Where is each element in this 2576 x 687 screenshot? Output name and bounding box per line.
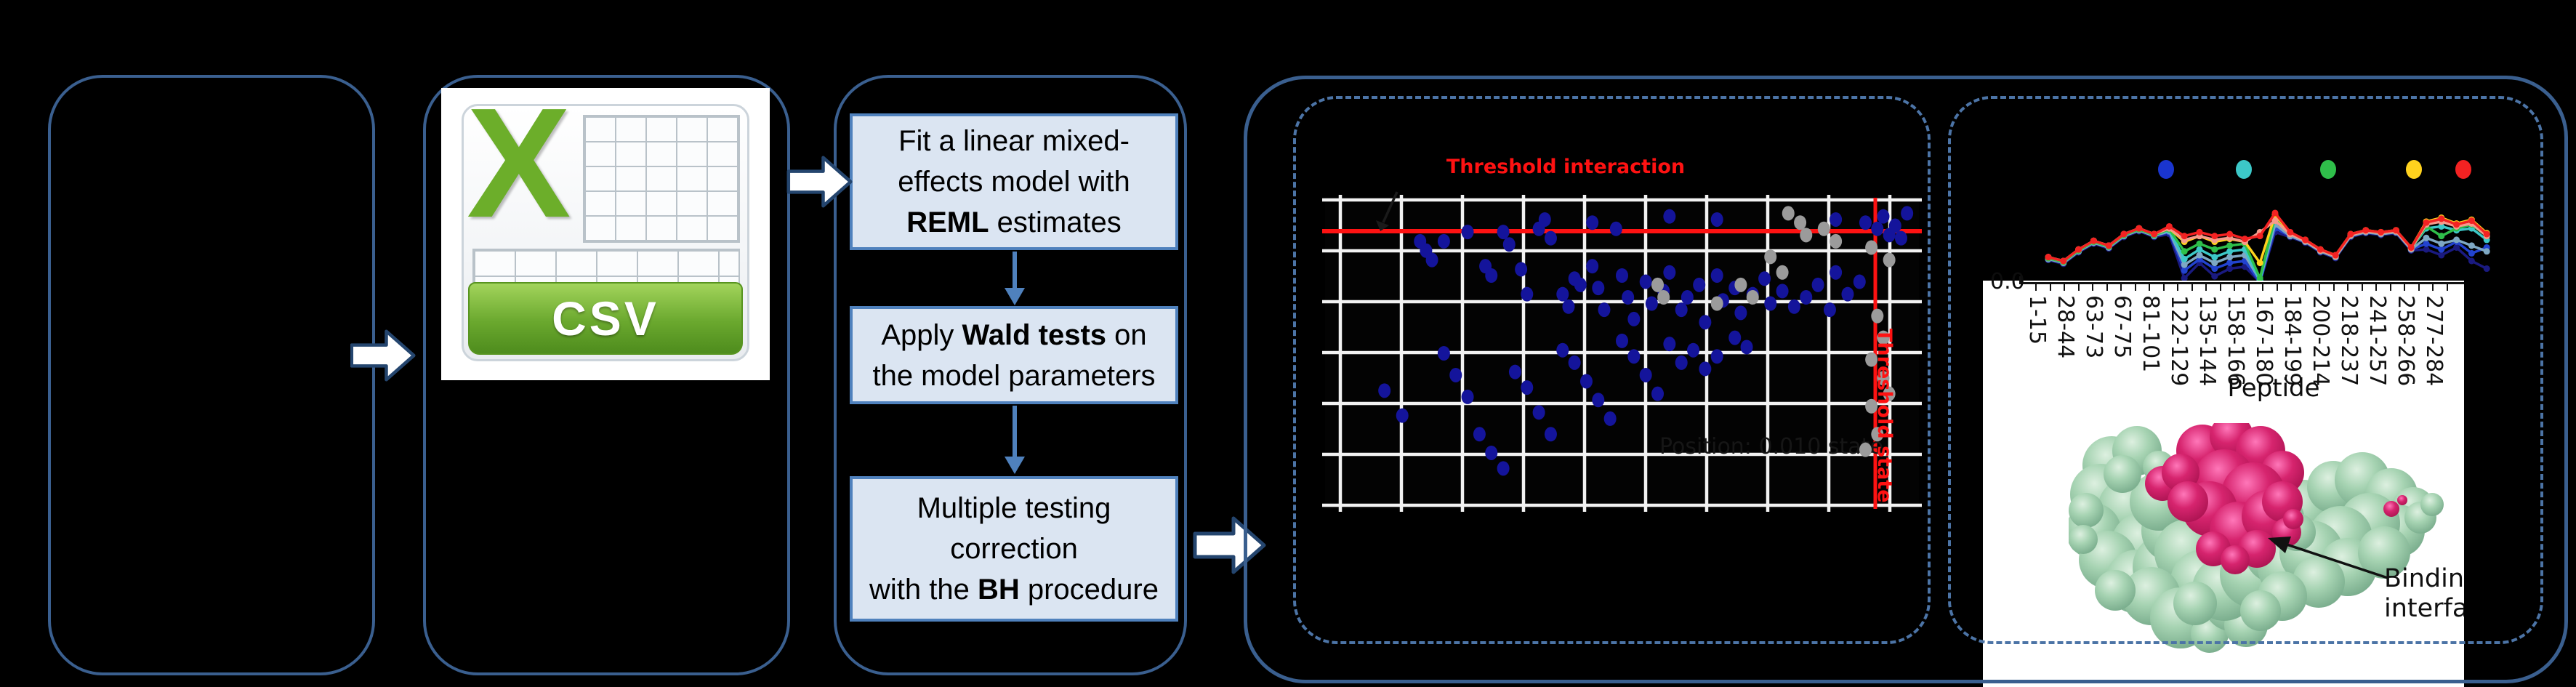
down-arrow-icon-1 [1005,252,1025,305]
flow-step-line: correction [950,533,1078,565]
peptide-tick [2418,284,2420,291]
threshold-scatter-plot: Position: 0.010 state [1322,191,1922,512]
dashed-box-structure [1948,96,2543,644]
pipeline-box-2-csv [423,75,790,675]
threshold-state-label: Threshold state [1873,329,1896,503]
down-arrow-icon-2 [1005,406,1025,474]
flow-step-line: the model parameters [872,359,1156,392]
peptide-tick [2361,284,2363,291]
binding-interface-label: Binding interface [2384,564,2464,624]
peptide-tick [2304,284,2306,291]
peptide-tick-label: 258-266 [2393,295,2418,387]
peptide-tick-label: 28-44 [2053,295,2078,359]
peptide-tick [2120,284,2122,291]
flow-step-line: Multiple testing [917,492,1111,524]
flow-step-line: with the BH procedure [869,574,1159,606]
peptide-tick [2247,284,2250,291]
dashed-box-scatter [1293,96,1931,644]
peptide-tick [2432,284,2434,291]
flow-step-reml: Fit a linear mixed-effects model with REM… [850,113,1178,250]
peptide-panel: 0.0 1-15 28-44 63-73 67-75 81-101 122-129 135-… [1983,269,2464,687]
csv-banner-label: CSV [552,292,659,345]
results-outer-box [1244,76,2568,683]
peptide-tick-label: 218-237 [2336,295,2362,387]
peptide-tick-label: 277-284 [2421,295,2447,387]
y-axis-stub [2019,276,2021,283]
peptide-tick [2149,284,2150,291]
threshold-interaction-label: Threshold interaction [1446,156,1686,178]
csv-file-icon: X CSV [441,84,770,380]
peptide-tick-label: 200-214 [2308,295,2333,387]
peptide-tick [2347,284,2348,291]
pipeline-box-3-stats [834,75,1187,675]
peptide-tick-label: 167-180 [2251,295,2277,387]
peptide-tick-label: 67-75 [2109,295,2135,359]
flow-arrow-1-icon [350,329,416,382]
peptide-tick [2064,284,2065,291]
binding-interface-line2: interface [2384,594,2464,624]
peptide-tick-label: 122-129 [2166,295,2191,387]
peptide-tick-label: 158-166 [2223,295,2248,387]
peptide-tick-label: 1-15 [2024,295,2050,345]
flow-step-bh: Multiple testing correction with the BH pr… [850,476,1178,622]
flow-arrow-2-icon [786,156,853,208]
excel-x-glyph: X [467,75,571,250]
peptide-tick [2389,284,2391,291]
peptide-axis-title: Peptide [2227,374,2320,403]
peptide-tick-label: 135-144 [2194,295,2220,387]
peptide-tick [2276,284,2278,291]
peptide-tick [2191,284,2193,291]
peptide-tick-label: 184-199 [2279,295,2305,387]
flow-step-line: REML estimates [906,206,1122,238]
protein-structure-image [2069,423,2444,653]
binding-interface-line1: Binding [2384,564,2464,593]
svg-text:Position: 0.010 state: Position: 0.010 state [1659,434,1883,459]
peptide-tick [2077,284,2080,291]
flow-step-line: Fit a linear mixed- [898,125,1130,157]
peptide-tick [2375,284,2377,291]
peptide-tick [2177,284,2178,291]
peptide-tick-label: 63-73 [2081,295,2106,359]
peptide-tick [2219,284,2221,291]
peptide-tick-label: 241-257 [2364,295,2390,387]
peptide-tick [2333,284,2335,291]
flow-step-wald: Apply Wald tests on the model parameters [850,306,1178,404]
peptide-tick [2319,284,2320,291]
csv-banner: CSV [468,282,743,355]
peptide-tick [2234,284,2235,291]
peptide-tick [2162,284,2165,291]
peptide-tick [2106,284,2108,291]
peptide-tick [2049,284,2051,291]
peptide-tick [2262,284,2263,291]
peptide-tick [2404,284,2405,291]
peptide-tick [2092,284,2093,291]
flow-step-line: effects model with [898,166,1130,198]
csv-card: X CSV [462,84,749,361]
scatter-canvas: Position: 0.010 state [1322,191,1922,512]
peptide-tick [2290,284,2292,291]
pipeline-box-1-empty [48,75,375,675]
peptide-tick [2446,284,2448,291]
peptide-tick [2134,284,2136,291]
peptide-axis-line [2019,282,2464,284]
peptide-tick-label: 81-101 [2138,295,2163,373]
peptide-tick [2035,284,2037,291]
y-axis-tick-label: 0.0 [1990,269,2025,294]
flow-step-line: Apply Wald tests on [881,318,1147,351]
spreadsheet-grid-top [583,115,740,243]
peptide-tick [2205,284,2207,291]
